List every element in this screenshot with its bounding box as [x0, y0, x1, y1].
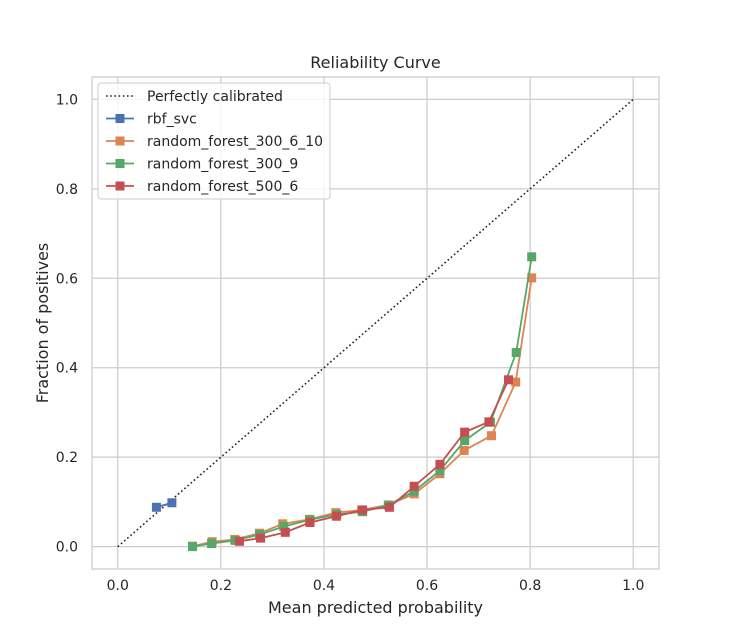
legend-label: random_forest_300_9	[147, 157, 298, 173]
data-point	[435, 459, 445, 469]
x-tick-label: 0.4	[313, 578, 335, 594]
y-tick-label: 1.0	[56, 92, 78, 108]
x-tick-label: 0.8	[519, 578, 541, 594]
data-point	[484, 417, 494, 427]
reference-line	[117, 98, 634, 548]
y-tick-label: 0.8	[56, 182, 78, 198]
data-point	[234, 536, 244, 546]
data-point	[188, 542, 198, 552]
data-point	[305, 517, 315, 527]
legend-marker	[115, 114, 125, 123]
legend-label: rbf_svc	[147, 112, 197, 128]
data-point	[409, 486, 419, 496]
y-axis-label: Fraction of positives	[33, 243, 52, 404]
data-point	[435, 466, 445, 476]
chart-title: Reliability Curve	[310, 53, 440, 72]
legend-marker	[115, 159, 125, 168]
legend-marker	[115, 136, 125, 146]
series-random_forest_500_6	[234, 375, 513, 546]
plot-frame	[91, 76, 660, 570]
y-tick-label: 0.2	[56, 450, 78, 466]
legend: Perfectly calibrated rbf_svc random_forest…	[97, 82, 331, 200]
series-layer	[151, 252, 537, 552]
legend-entry: random_forest_500_6	[106, 179, 298, 195]
data-point	[331, 511, 341, 521]
x-tick-label: 1.0	[622, 578, 644, 594]
data-point	[409, 481, 419, 491]
data-point	[167, 498, 177, 508]
y-tick-label: 0.6	[56, 271, 78, 287]
tick-labels: 0.0 0.2 0.4 0.6 0.8 1.0 0.0 0.2 0.4 0.6 0.8 1.0	[56, 92, 645, 594]
grid	[92, 77, 659, 569]
legend-label: random_forest_300_6_10	[147, 134, 323, 150]
legend-marker	[115, 181, 125, 191]
legend-box	[97, 82, 331, 200]
data-point	[527, 252, 537, 262]
x-axis-label: Mean predicted probability	[268, 598, 483, 617]
y-tick-label: 0.0	[56, 540, 78, 556]
perfectly-calibrated-line	[117, 98, 634, 548]
data-point	[459, 445, 469, 455]
data-point	[384, 502, 394, 512]
x-tick-label: 0.2	[210, 578, 232, 594]
data-point	[511, 348, 521, 358]
legend-entry: random_forest_300_9	[106, 157, 298, 173]
legend-label: random_forest_500_6	[147, 179, 298, 195]
data-point	[151, 502, 161, 512]
data-point	[511, 377, 521, 387]
legend-entry: random_forest_300_6_10	[106, 134, 323, 150]
data-point	[279, 522, 289, 532]
data-point	[486, 431, 496, 441]
legend-label: Perfectly calibrated	[147, 89, 283, 105]
legend-entry: Perfectly calibrated	[106, 89, 283, 105]
y-tick-label: 0.4	[56, 361, 78, 377]
data-point	[460, 427, 470, 437]
data-point	[527, 273, 537, 283]
data-point	[207, 539, 217, 549]
data-point	[256, 533, 266, 543]
data-point	[280, 527, 290, 537]
data-point	[358, 505, 368, 515]
series-rbf_svc	[151, 498, 177, 512]
x-tick-label: 0.6	[416, 578, 438, 594]
data-point	[503, 375, 513, 385]
x-tick-label: 0.0	[107, 578, 129, 594]
data-point	[460, 436, 470, 446]
legend-entry: rbf_svc	[106, 112, 197, 128]
